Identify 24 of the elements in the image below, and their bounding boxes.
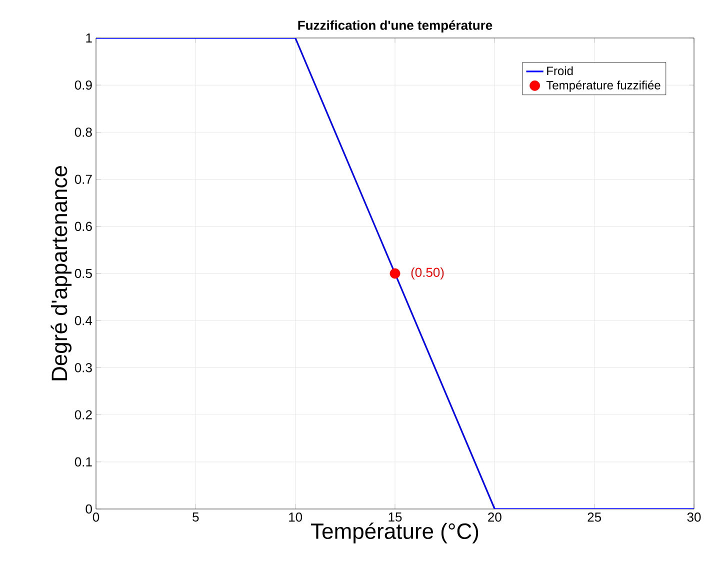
y-tick-label: 0.3 <box>74 363 92 372</box>
x-tick-label: 25 <box>588 512 602 522</box>
chart-title: Fuzzification d'une température <box>298 20 492 32</box>
legend-label: Température fuzzifiée <box>546 80 660 92</box>
y-tick-label: 0.9 <box>74 80 92 90</box>
x-tick-label: 20 <box>488 512 502 522</box>
y-tick-label: 0.6 <box>74 222 92 231</box>
y-tick-label: 0.7 <box>74 174 92 184</box>
x-tick-label: 5 <box>192 512 199 522</box>
y-axis-title: Degré d'appartenance <box>50 166 72 380</box>
x-tick-label: 0 <box>92 512 100 522</box>
x-tick-label: 10 <box>289 512 302 522</box>
y-tick-label: 0.8 <box>74 128 92 137</box>
y-tick-label: 0.2 <box>74 410 92 420</box>
y-tick-label: 1 <box>86 34 92 42</box>
y-tick-label: 0 <box>86 504 92 514</box>
annotation: (0.50) <box>411 267 444 280</box>
x-tick-label: 30 <box>687 512 701 522</box>
x-axis-title: Température (°C) <box>311 522 478 544</box>
y-tick-label: 0.5 <box>74 268 92 278</box>
x-tick-label: 15 <box>388 512 402 522</box>
legend-label: Froid <box>547 66 573 76</box>
y-tick-label: 0.4 <box>74 316 92 326</box>
y-tick-label: 0.1 <box>74 457 92 466</box>
